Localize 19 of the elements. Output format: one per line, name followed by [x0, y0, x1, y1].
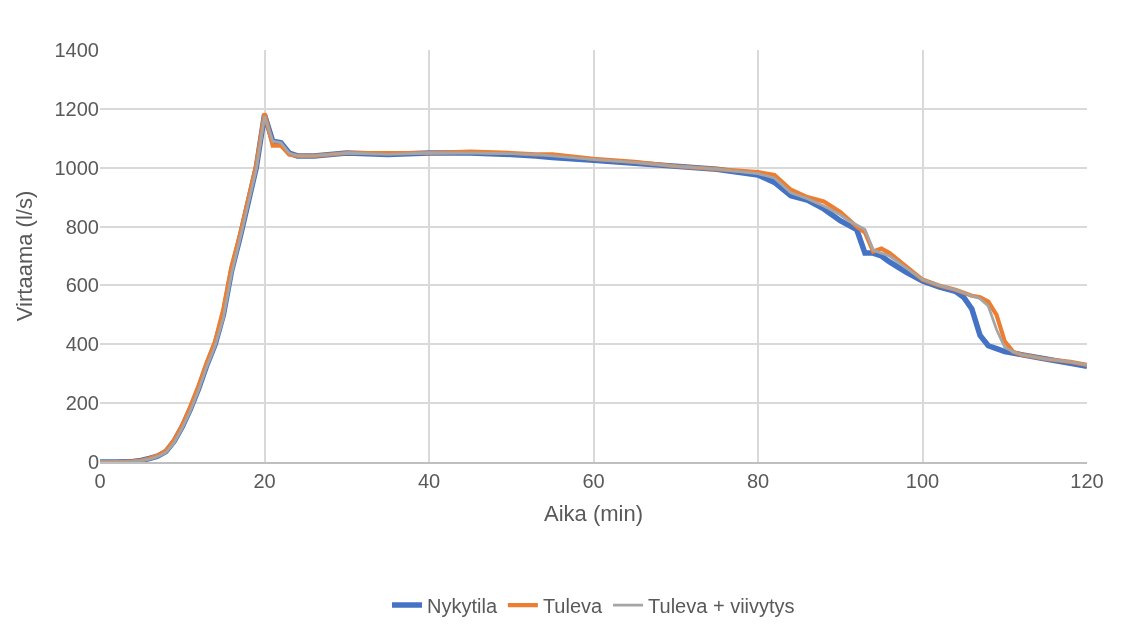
x-tick-label: 40 [417, 469, 441, 492]
y-tick-label: 600 [65, 274, 99, 297]
y-tick-label: 1200 [54, 97, 99, 120]
x-tick-label: 120 [1070, 469, 1104, 492]
legend-label: Tuleva [542, 594, 604, 617]
x-tick-label: 80 [746, 469, 770, 492]
y-tick-label: 1400 [54, 39, 99, 61]
x-tick-label: 20 [253, 469, 276, 492]
y-tick-label: 800 [65, 215, 99, 238]
x-axis-title: Aika (min) [543, 501, 644, 527]
x-tick-label: 60 [582, 469, 605, 492]
x-tick-label: 100 [905, 469, 940, 492]
y-tick-label: 400 [65, 333, 99, 356]
y-tick-label: 0 [87, 451, 99, 473]
y-axis-title: Virtaama (l/s) [12, 190, 38, 322]
legend-label: Nykytila [427, 594, 498, 617]
y-tick-label: 200 [65, 392, 99, 415]
legend-label: Tuleva + viivytys [648, 594, 795, 617]
y-tick-label: 1000 [54, 156, 99, 179]
